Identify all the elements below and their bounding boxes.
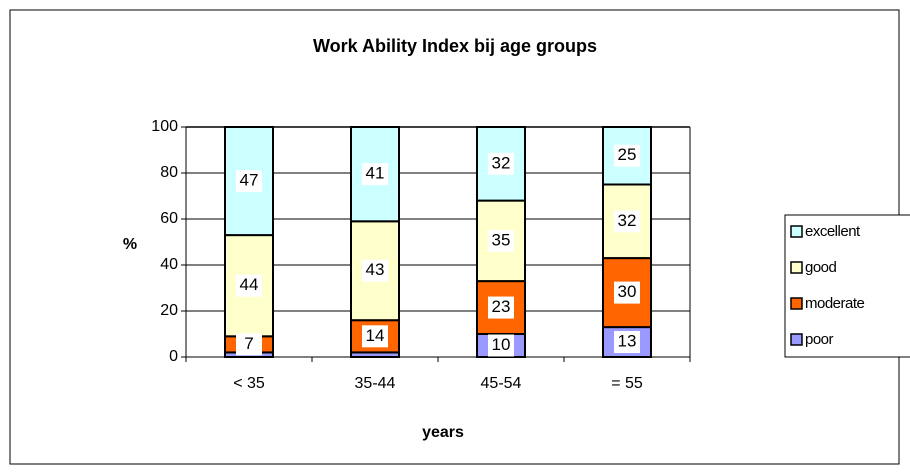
x-tick-label: < 35: [233, 375, 265, 392]
data-label: 14: [366, 326, 385, 345]
data-label-bg: [614, 281, 640, 304]
data-label-bg: [614, 210, 640, 233]
y-tick-label: 0: [169, 348, 178, 365]
data-label-bg: [614, 144, 640, 167]
data-label-bg: [488, 152, 514, 175]
data-label: 41: [366, 164, 385, 183]
data-label: 25: [618, 145, 637, 164]
data-label: 30: [618, 282, 637, 301]
y-axis-label: %: [123, 236, 137, 253]
data-label-bg: [614, 331, 640, 354]
data-label-bg: [488, 229, 514, 252]
y-tick-label: 60: [160, 210, 178, 227]
data-label-bg: [236, 333, 262, 356]
legend-label: moderate: [805, 295, 865, 312]
data-label-bg: [488, 334, 514, 357]
data-label-bg: [362, 163, 388, 186]
x-tick-label: 45-54: [481, 375, 522, 392]
legend-label: good: [805, 259, 837, 276]
chart-title: Work Ability Index bij age groups: [313, 36, 597, 56]
y-tick-label: 100: [151, 118, 178, 135]
x-tick-label: 35-44: [355, 375, 396, 392]
data-label-bg: [362, 325, 388, 348]
data-label: 35: [492, 230, 511, 249]
y-tick-label: 20: [160, 302, 178, 319]
data-label: 43: [366, 260, 385, 279]
data-label: 7: [244, 334, 253, 353]
legend-swatch: [790, 333, 803, 346]
data-label-bg: [236, 274, 262, 297]
y-tick-label: 80: [160, 164, 178, 181]
data-label: 10: [492, 335, 511, 354]
x-axis-label: years: [422, 424, 464, 441]
data-label-bg: [488, 296, 514, 319]
data-label: 47: [240, 171, 259, 190]
legend-box: [784, 214, 910, 358]
data-label: 44: [240, 275, 259, 294]
data-label-bg: [236, 170, 262, 193]
data-label: 32: [492, 153, 511, 172]
legend-label: excellent: [805, 223, 861, 240]
legend-swatch: [790, 261, 803, 274]
legend-swatch: [790, 225, 803, 238]
data-label: 32: [618, 211, 637, 230]
data-label-bg: [362, 259, 388, 282]
x-tick-label: = 55: [611, 375, 643, 392]
legend-swatch: [790, 297, 803, 310]
legend-label: poor: [805, 331, 834, 348]
data-label: 13: [618, 332, 637, 351]
data-label: 23: [492, 297, 511, 316]
chart-frame: [9, 9, 900, 465]
y-tick-label: 40: [160, 256, 178, 273]
